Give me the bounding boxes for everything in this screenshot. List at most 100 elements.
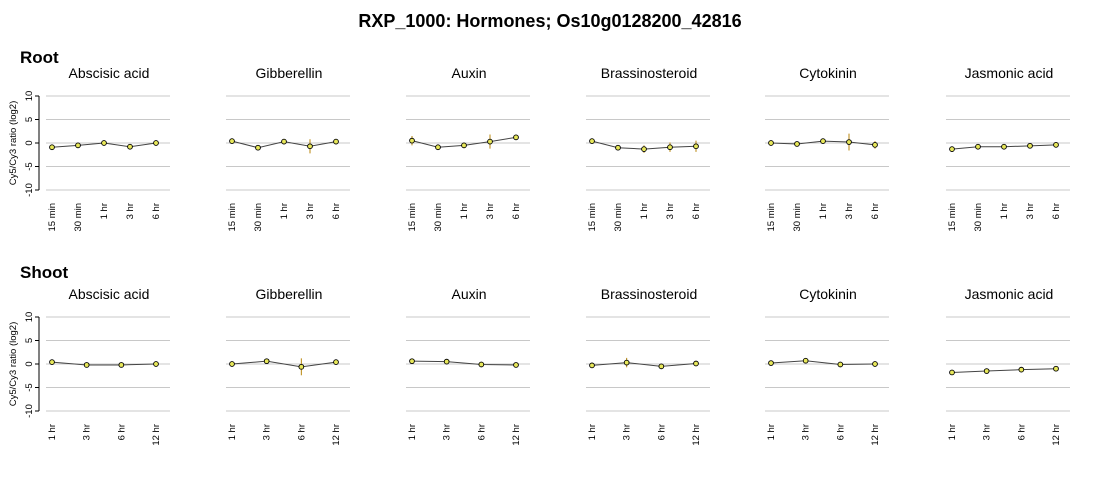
x-tick-label: 6 hr <box>511 203 522 219</box>
data-point <box>229 361 235 367</box>
x-tick-label: 3 hr <box>801 424 812 440</box>
x-tick-label: 3 hr <box>622 424 633 440</box>
panel-title: Brassinosteroid <box>601 65 698 81</box>
panel-auxin: Auxin 15 min 30 min 1 hr 3 hr 6 hr <box>406 65 530 232</box>
panel-gibberellin: Gibberellin 15 min 30 min 1 hr 3 hr 6 hr <box>226 65 350 232</box>
data-point <box>49 359 55 365</box>
x-tick-label: 6 hr <box>296 424 307 440</box>
series-line <box>51 361 157 366</box>
panel-title: Brassinosteroid <box>601 286 698 302</box>
series-line <box>411 360 517 366</box>
y-tick-label: -10 <box>24 183 35 197</box>
chart-title: RXP_1000: Hormones; Os10g0128200_42816 <box>358 11 741 31</box>
x-tick-label: 3 hr <box>982 424 993 440</box>
data-point <box>872 361 878 367</box>
panel-jasmonic-acid: Jasmonic acid 1 hr 3 hr 6 hr 12 hr <box>946 286 1070 446</box>
panel-cytokinin: Cytokinin 15 min 30 min 1 hr 3 hr 6 hr <box>765 65 889 232</box>
x-tick-label: 6 hr <box>1051 203 1062 219</box>
data-point <box>820 138 826 144</box>
data-point <box>1053 142 1059 148</box>
y-tick-label: 10 <box>24 312 35 323</box>
x-tick-label: 30 min <box>613 203 624 232</box>
y-axis-label: Cy5/Cy3 ratio (log2) <box>8 101 19 185</box>
data-point <box>513 134 519 141</box>
x-tick-label: 1 hr <box>279 203 290 219</box>
data-point <box>409 358 415 365</box>
x-tick-label: 1 hr <box>766 424 777 440</box>
x-tick-label: 3 hr <box>82 424 93 440</box>
panel-brassinosteroid: Brassinosteroid 1 hr 3 hr 6 hr 12 hr <box>586 286 710 446</box>
x-tick-label: 6 hr <box>116 424 127 440</box>
data-point <box>435 144 441 151</box>
panel-auxin: Auxin 1 hr 3 hr 6 hr 12 hr <box>406 286 530 446</box>
x-tick-label: 3 hr <box>485 203 496 219</box>
x-tick-label: 6 hr <box>331 203 342 219</box>
y-tick-label: 5 <box>24 117 35 122</box>
series-line <box>770 360 876 365</box>
panel-title: Jasmonic acid <box>965 286 1054 302</box>
panel-title: Jasmonic acid <box>965 65 1054 81</box>
data-point <box>333 138 339 145</box>
x-tick-label: 1 hr <box>999 203 1010 219</box>
x-tick-label: 12 hr <box>870 424 881 446</box>
data-point <box>693 143 699 150</box>
data-point <box>281 138 287 145</box>
panel-title: Auxin <box>451 286 486 302</box>
y-tick-label: -5 <box>24 162 35 170</box>
panel-title: Gibberellin <box>256 286 323 302</box>
x-tick-label: 12 hr <box>331 424 342 446</box>
data-point <box>872 142 878 148</box>
x-tick-label: 15 min <box>947 203 958 232</box>
x-tick-label: 3 hr <box>442 424 453 440</box>
x-tick-label: 12 hr <box>1051 424 1062 446</box>
y-tick-label: 0 <box>24 361 35 366</box>
x-tick-label: 1 hr <box>99 203 110 219</box>
x-tick-label: 1 hr <box>47 424 58 440</box>
x-tick-label: 30 min <box>253 203 264 232</box>
x-tick-label: 1 hr <box>947 424 958 440</box>
data-point <box>615 144 621 151</box>
data-point <box>794 141 800 147</box>
x-tick-label: 15 min <box>407 203 418 232</box>
section-shoot: Shoot -10 -5 0 5 10 Cy5/Cy3 ratio (log2) Abscis… <box>8 263 1070 446</box>
x-tick-label: 1 hr <box>407 424 418 440</box>
y-tick-label: -10 <box>24 404 35 418</box>
panel-abscisic-acid: Abscisic acid 15 min 30 min 1 hr 3 hr 6 hr <box>46 65 170 232</box>
data-point <box>461 142 467 149</box>
data-point <box>768 140 774 146</box>
x-tick-label: 3 hr <box>305 203 316 219</box>
x-tick-label: 30 min <box>73 203 84 232</box>
data-point <box>487 138 493 145</box>
y-tick-label: 10 <box>24 91 35 102</box>
x-tick-label: 1 hr <box>587 424 598 440</box>
x-tick-label: 15 min <box>47 203 58 232</box>
x-tick-label: 1 hr <box>639 203 650 219</box>
x-tick-label: 3 hr <box>1025 203 1036 219</box>
data-point <box>307 143 313 150</box>
data-point <box>983 368 990 374</box>
x-tick-label: 30 min <box>433 203 444 232</box>
x-tick-label: 30 min <box>792 203 803 232</box>
data-point <box>975 143 981 150</box>
panel-title: Auxin <box>451 65 486 81</box>
x-tick-label: 6 hr <box>476 424 487 440</box>
series-line <box>231 360 337 368</box>
y-tick-label: -5 <box>24 383 35 391</box>
y-tick-label: 0 <box>24 140 35 145</box>
data-point <box>768 360 774 366</box>
data-point <box>949 369 955 376</box>
x-tick-label: 6 hr <box>835 424 846 440</box>
data-point <box>846 139 852 145</box>
y-axis-label: Cy5/Cy3 ratio (log2) <box>8 322 19 406</box>
data-point <box>1027 142 1033 149</box>
x-tick-label: 3 hr <box>844 203 855 219</box>
section-root: Root -10 -5 0 5 10 Cy5/Cy3 ratio (log2) Abscisi… <box>8 48 1070 232</box>
data-point <box>409 137 415 144</box>
panel-title: Abscisic acid <box>69 286 150 302</box>
series-line <box>591 362 697 367</box>
data-point <box>589 138 595 144</box>
data-point <box>127 143 133 150</box>
data-point <box>153 140 159 146</box>
data-point <box>693 360 699 367</box>
